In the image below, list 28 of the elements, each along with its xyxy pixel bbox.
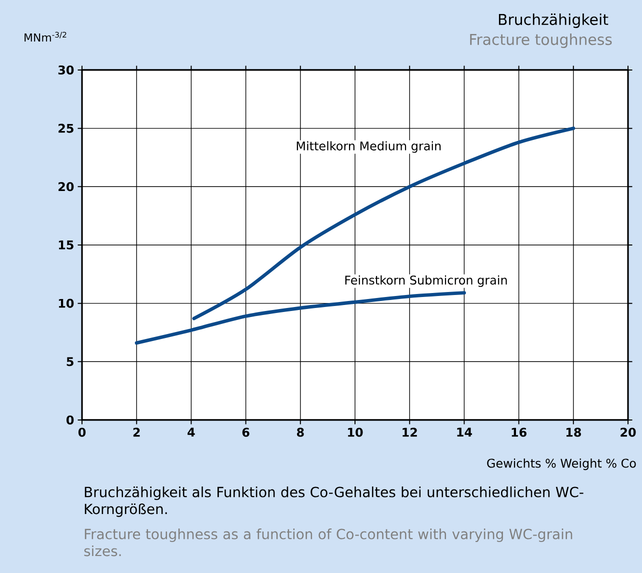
series-label: Mittelkorn Medium grain (296, 141, 441, 153)
y-tick-label: 10 (58, 298, 74, 308)
y-tick-label: 5 (66, 357, 74, 366)
x-tick-label: 12 (402, 428, 417, 437)
text: Bruchzähigkeit als Funktion des Co-Gehaltes bei unterschiedlichen WC-Korngrößen. (84, 486, 584, 517)
y-tick-label: 0 (66, 415, 74, 425)
series-label: Feinstkorn Submicron grain (345, 275, 507, 287)
y-tick-label: 30 (58, 65, 74, 75)
x-axis-title: Gewichts % Weight % Co (487, 458, 636, 470)
x-tick-label: 8 (296, 428, 304, 437)
y-axis-title: MNm$^{-3/2}$ (24, 32, 66, 42)
y-tick-label: 20 (58, 182, 74, 192)
x-tick-label: 6 (242, 428, 250, 437)
line-series (134, 291, 466, 345)
x-tick-label: 16 (512, 428, 526, 437)
x-tick-label: 20 (620, 428, 636, 437)
x-tick-label: 4 (188, 428, 195, 436)
chart-subtitle: Fracture toughness (470, 34, 612, 48)
y-tick-label: 25 (58, 124, 74, 133)
text: Fracture toughness as a function of Co-content with varying WC-grain sizes. (84, 528, 572, 556)
x-tick-label: 14 (457, 428, 472, 436)
x-tick-label: 0 (78, 428, 86, 437)
x-tick-label: 18 (566, 428, 581, 437)
line-series (192, 126, 576, 320)
x-tick-label: 10 (348, 428, 363, 437)
chart-title: Bruchzähigkeit (498, 14, 608, 28)
x-tick-label: 2 (133, 428, 140, 437)
y-tick-label: 15 (58, 240, 74, 250)
